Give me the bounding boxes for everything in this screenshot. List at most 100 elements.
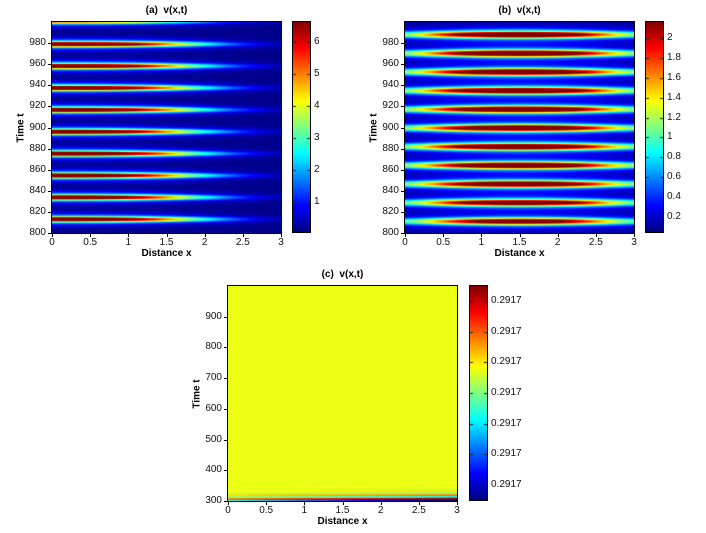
y-tick-mark — [224, 347, 227, 349]
colorbar-tick-label: 5 — [314, 67, 320, 79]
y-tick-mark — [224, 439, 227, 441]
subplot-a-colorbar-frame — [292, 21, 311, 233]
colorbar-tick-label: 0.2917 — [491, 325, 522, 337]
y-tick-label: 800 — [382, 227, 399, 238]
subplot-c-heatmap — [228, 286, 457, 501]
colorbar-tick-label: 0.2917 — [491, 356, 522, 368]
y-tick-label: 940 — [382, 79, 399, 91]
x-tick-label: 1 — [478, 237, 485, 248]
colorbar-tick-label: 1 — [667, 131, 673, 143]
x-tick-mark — [481, 234, 483, 237]
y-tick-label: 600 — [205, 402, 222, 414]
x-tick-label: 0.5 — [259, 505, 274, 516]
y-tick-label: 400 — [205, 464, 222, 476]
x-tick-mark — [90, 234, 92, 237]
y-tick-label: 980 — [382, 37, 399, 49]
y-tick-label: 800 — [205, 341, 222, 353]
x-tick-label: 2 — [554, 237, 561, 248]
x-tick-mark — [52, 234, 53, 237]
y-tick-label: 880 — [29, 142, 46, 154]
y-tick-label: 820 — [29, 205, 46, 217]
x-tick-mark — [242, 234, 244, 237]
x-tick-mark — [281, 234, 282, 237]
y-tick-mark — [48, 106, 51, 108]
x-tick-label: 0.5 — [83, 237, 98, 248]
y-tick-label: 840 — [29, 184, 46, 196]
y-tick-mark — [401, 190, 404, 192]
x-tick-mark — [380, 502, 382, 505]
subplot-c-frame — [227, 285, 458, 502]
colorbar-tick-label: 1.6 — [667, 71, 681, 83]
y-tick-mark — [401, 211, 404, 213]
y-tick-mark — [401, 85, 404, 87]
x-tick-mark — [304, 502, 306, 505]
y-tick-label: 980 — [29, 37, 46, 49]
x-tick-label: 1.5 — [159, 237, 174, 248]
x-tick-mark — [228, 502, 229, 505]
y-tick-mark — [48, 43, 51, 45]
colorbar-tick-label: 0.8 — [667, 151, 681, 163]
y-tick-mark — [48, 169, 51, 171]
y-tick-mark — [48, 190, 51, 192]
y-tick-mark — [401, 169, 404, 171]
x-tick-label: 0 — [49, 237, 55, 248]
x-tick-label: 2.5 — [588, 237, 603, 248]
x-tick-label: 2.5 — [235, 237, 250, 248]
subplot-a-xlabel: Distance x — [141, 248, 192, 259]
colorbar-tick-label: 6 — [314, 35, 320, 47]
y-tick-label: 960 — [382, 58, 399, 70]
x-tick-mark — [166, 234, 168, 237]
y-tick-mark — [224, 501, 227, 502]
y-tick-label: 900 — [29, 121, 46, 133]
y-tick-label: 860 — [29, 163, 46, 175]
subplot-b-colorbar — [646, 22, 663, 232]
subplot-c-colorbar-frame — [469, 285, 488, 501]
y-tick-label: 300 — [205, 495, 222, 506]
subplot-b-colorbar-frame — [645, 21, 664, 233]
x-tick-mark — [418, 502, 420, 505]
colorbar-tick-label: 0.2 — [667, 211, 681, 223]
x-tick-mark — [204, 234, 206, 237]
x-tick-label: 0 — [402, 237, 408, 248]
colorbar-tick-label: 2 — [314, 163, 320, 175]
y-tick-label: 920 — [29, 100, 46, 112]
subplot-c-xlabel: Distance x — [317, 516, 368, 527]
colorbar-tick-label: 0.2917 — [491, 387, 522, 398]
y-tick-mark — [224, 316, 227, 318]
y-tick-mark — [401, 43, 404, 45]
colorbar-tick-label: 1.2 — [667, 111, 681, 123]
x-tick-mark — [405, 234, 406, 237]
y-tick-mark — [48, 85, 51, 87]
x-tick-mark — [266, 502, 268, 505]
x-tick-mark — [457, 502, 458, 505]
y-tick-mark — [48, 127, 51, 129]
y-tick-label: 500 — [205, 433, 222, 445]
y-tick-label: 860 — [382, 163, 399, 175]
x-tick-mark — [557, 234, 559, 237]
y-tick-mark — [224, 470, 227, 472]
y-tick-label: 940 — [29, 79, 46, 91]
subplot-c-colorbar — [470, 286, 487, 500]
colorbar-tick-label: 4 — [314, 99, 320, 111]
subplot-a-title: (a) v(x,t) — [145, 5, 188, 16]
colorbar-tick-label: 3 — [314, 131, 320, 143]
x-tick-mark — [519, 234, 521, 237]
y-tick-mark — [48, 211, 51, 213]
y-tick-label: 840 — [382, 184, 399, 196]
x-tick-mark — [342, 502, 344, 505]
x-tick-label: 0.5 — [436, 237, 451, 248]
x-tick-mark — [128, 234, 130, 237]
colorbar-tick-label: 0.6 — [667, 171, 681, 183]
y-tick-label: 820 — [382, 205, 399, 217]
subplot-b-heatmap — [405, 22, 634, 233]
colorbar-tick-label: 0.2917 — [491, 478, 522, 490]
x-tick-label: 2 — [201, 237, 208, 248]
y-tick-label: 800 — [29, 227, 46, 238]
colorbar-tick-label: 0.4 — [667, 191, 681, 203]
subplot-a-frame — [51, 21, 282, 234]
x-tick-label: 2 — [377, 505, 384, 516]
y-tick-label: 960 — [29, 58, 46, 70]
x-tick-label: 2.5 — [411, 505, 426, 516]
x-tick-mark — [443, 234, 445, 237]
